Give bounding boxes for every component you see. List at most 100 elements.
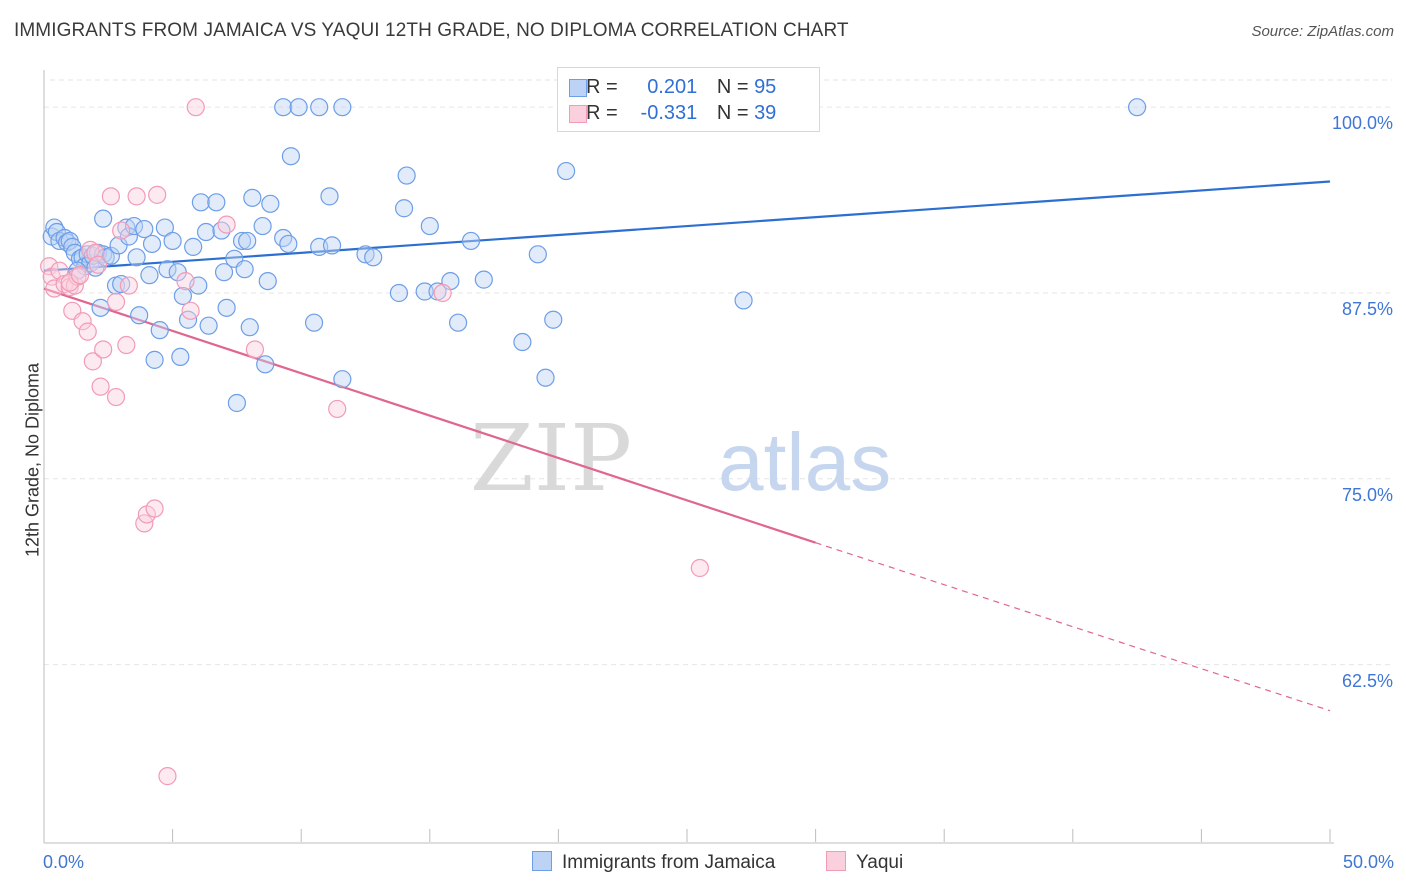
data-points [40, 98, 1147, 786]
point-yaqui [83, 352, 102, 371]
point-yaqui [119, 276, 138, 295]
point-jamaica [158, 260, 177, 279]
point-yaqui [88, 255, 108, 274]
point-jamaica [557, 161, 576, 181]
point-yaqui [73, 312, 92, 331]
point-yaqui [245, 340, 265, 359]
point-jamaica [91, 298, 110, 317]
point-yaqui [91, 377, 110, 396]
point-jamaica [240, 318, 259, 337]
point-yaqui [70, 266, 90, 285]
point-jamaica [333, 370, 352, 389]
point-jamaica [130, 306, 149, 325]
point-yaqui [94, 340, 113, 359]
point-jamaica [171, 347, 190, 367]
point-jamaica [364, 248, 383, 267]
point-jamaica [528, 245, 547, 264]
point-yaqui [158, 767, 177, 786]
point-jamaica [289, 98, 308, 117]
legend-n-value: 39 [754, 102, 777, 124]
point-jamaica [274, 228, 293, 248]
point-jamaica [513, 332, 532, 352]
point-yaqui [217, 215, 236, 234]
point-jamaica [279, 234, 298, 254]
point-jamaica [461, 231, 481, 251]
point-yaqui [50, 261, 69, 280]
legend-r-label: R = [586, 76, 618, 98]
watermark: ZIP atlas [470, 405, 891, 512]
bottom-legend-swatch-yaqui [826, 851, 846, 871]
point-jamaica [261, 194, 280, 213]
point-jamaica [243, 188, 262, 207]
point-jamaica [155, 218, 174, 237]
point-yaqui [127, 187, 146, 206]
point-yaqui [40, 257, 59, 276]
point-jamaica [256, 355, 275, 374]
point-yaqui [148, 185, 167, 204]
point-jamaica [207, 193, 226, 212]
point-jamaica [135, 219, 154, 239]
axes [43, 70, 1334, 844]
point-jamaica [94, 209, 113, 228]
point-jamaica [140, 266, 159, 285]
point-yaqui [60, 273, 79, 292]
bottom-legend-swatch-jamaica [532, 851, 552, 871]
trend-lines [43, 180, 1331, 712]
point-jamaica [397, 166, 416, 185]
bottom-legend-label-yaqui: Yaqui [856, 852, 904, 873]
legend-r-label: R = [586, 102, 618, 124]
point-jamaica [333, 98, 352, 117]
point-yaqui [145, 499, 164, 518]
point-jamaica [304, 313, 324, 332]
point-yaqui [106, 292, 126, 311]
point-jamaica [112, 274, 131, 294]
point-yaqui [78, 322, 97, 341]
legend-n-value: 95 [754, 76, 777, 98]
legend-swatch-yaqui [569, 105, 587, 123]
chart-title: IMMIGRANTS FROM JAMAICA VS YAQUI 12TH GR… [14, 20, 849, 41]
point-jamaica [145, 350, 164, 369]
point-jamaica [196, 222, 216, 242]
point-jamaica [232, 231, 252, 251]
point-jamaica [394, 199, 414, 218]
legend-r-value: -0.331 [640, 102, 698, 124]
point-jamaica [238, 231, 257, 251]
point-jamaica [320, 187, 339, 206]
point-yaqui [101, 187, 120, 206]
watermark-atlas: atlas [718, 417, 891, 508]
point-jamaica [274, 98, 293, 117]
x-tick-min: 0.0% [43, 852, 85, 872]
point-jamaica [184, 237, 203, 256]
legend-n-label: N = [716, 102, 749, 124]
point-jamaica [142, 234, 162, 254]
legend-row-yaqui: R = -0.331 N = 39 [569, 102, 777, 128]
point-jamaica [415, 282, 434, 301]
x-tick-max: 50.0% [1342, 852, 1394, 872]
legend-n-label: N = [716, 76, 749, 98]
point-yaqui [117, 335, 136, 355]
y-tick-label: 100.0% [1331, 113, 1393, 134]
point-yaqui [186, 98, 205, 117]
point-jamaica [281, 147, 301, 166]
bottom-legend-yaqui: Yaqui [826, 851, 903, 874]
point-jamaica [322, 236, 342, 255]
point-jamaica [212, 221, 231, 240]
legend-row-jamaica: R = 0.201 N = 95 [569, 76, 777, 102]
point-jamaica [214, 263, 234, 282]
point-yaqui [328, 399, 347, 419]
point-yaqui [106, 387, 126, 407]
point-yaqui [176, 271, 195, 291]
point-jamaica [544, 310, 563, 329]
point-jamaica [191, 193, 210, 212]
point-jamaica [253, 216, 272, 236]
point-yaqui [112, 221, 131, 240]
point-yaqui [81, 240, 100, 259]
point-jamaica [420, 216, 439, 236]
point-jamaica [1127, 98, 1147, 117]
point-jamaica [310, 98, 329, 117]
trend-line-jamaica [43, 180, 1331, 272]
point-jamaica [734, 291, 753, 310]
trend-line-yaqui-extension [815, 542, 1331, 712]
point-yaqui [433, 283, 452, 303]
point-jamaica [235, 260, 254, 279]
